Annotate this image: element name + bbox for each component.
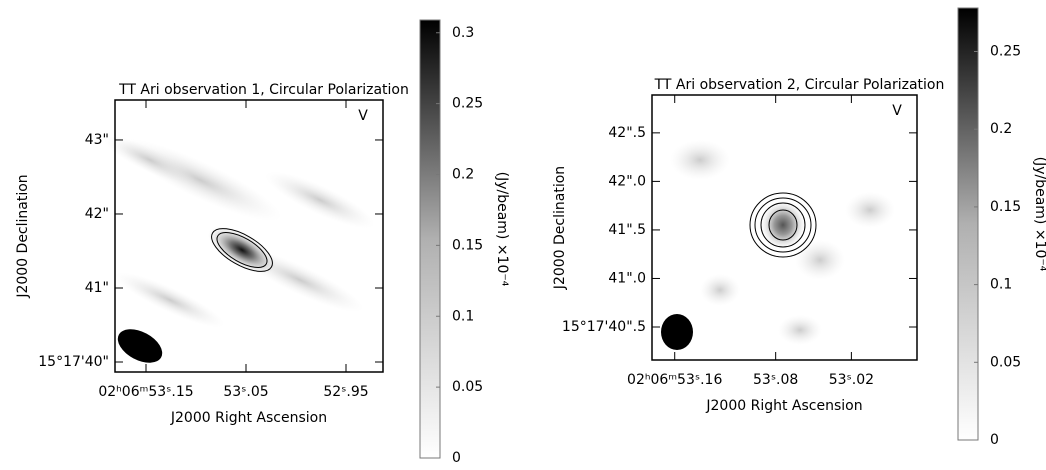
y-tick-label: 42" [85,206,109,222]
faint-emission [104,136,196,184]
colorbar-tick-label: 0.05 [990,354,1021,370]
contour [768,209,798,241]
image-panel [104,136,375,363]
colorbar [419,19,441,459]
colorbar-tick-label: 0.2 [452,167,474,183]
stokes-label: V [358,108,368,124]
colorbar-tick-label: 0.2 [990,121,1012,137]
colorbar-label: (Jy/beam) ×10⁻⁴ [1032,157,1046,272]
colorbar-tick-label: 0 [990,432,999,448]
faint-emission [265,171,375,229]
beam [117,329,163,363]
colorbar-tick-label: 0.3 [452,25,474,41]
colorbar-label: (Jy/beam) ×10⁻⁴ [494,172,510,287]
plot-frame [114,99,384,373]
x-axis-label: J2000 Right Ascension [705,398,862,414]
colorbar-tick-label: 0.05 [452,379,483,395]
faint-emission [700,274,740,306]
x-tick-label: 02ʰ06ᵐ53ˢ.15 [98,384,193,400]
stokes-label: V [892,103,902,119]
contour [211,228,273,272]
y-axis-label: J2000 Declination [552,166,568,290]
x-tick-label: 53ˢ.02 [829,372,874,388]
faint-emission [778,315,822,345]
beam [661,314,693,350]
colorbar-tick-label: 0 [452,450,461,466]
x-tick-label: 02ʰ06ᵐ53ˢ.16 [627,372,722,388]
y-tick-label: 41" [85,280,109,296]
y-tick-label: 42".0 [608,173,646,189]
contour [216,232,268,268]
colorbar-tick-label: 0.1 [452,308,474,324]
colorbar-tick-label: 0.25 [452,96,483,112]
y-tick-label: 41".0 [608,270,646,286]
image-panel [661,140,895,350]
source-emission [761,201,805,249]
faint-emission [795,240,845,280]
contour [754,197,812,253]
x-tick-label: 53ˢ.08 [753,372,798,388]
panel-title: TT Ari observation 2, Circular Polarizat… [654,77,945,93]
faint-emission [670,140,730,180]
y-tick-label: 43" [85,132,109,148]
y-axis-label: J2000 Declination [15,174,31,298]
faint-emission [845,192,895,228]
colorbar [957,7,979,441]
y-tick-label: 15°17'40" [38,354,109,370]
y-tick-label: 41".5 [608,222,646,238]
colorbar-tick-label: 0.15 [990,199,1021,215]
panel-title: TT Ari observation 1, Circular Polarizat… [118,82,409,98]
colorbar-tick-label: 0.25 [990,44,1021,60]
x-tick-label: 52ˢ.95 [323,384,368,400]
source-emission [208,226,276,274]
y-tick-label: 15°17'40".5 [562,319,646,335]
contour [760,202,806,248]
x-axis-label: J2000 Right Ascension [170,410,327,426]
plot-frame [651,94,918,361]
colorbar-tick-label: 0.15 [452,237,483,253]
x-tick-label: 53ˢ.05 [223,384,268,400]
faint-emission [115,272,225,328]
colorbar-tick-label: 0.1 [990,277,1012,293]
contour [749,192,817,258]
y-tick-label: 42".5 [608,125,646,141]
